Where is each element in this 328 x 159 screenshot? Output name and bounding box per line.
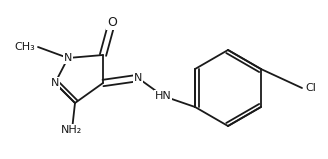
- Text: N: N: [134, 73, 142, 83]
- Text: N: N: [64, 53, 72, 63]
- Text: N: N: [51, 78, 59, 88]
- Text: Cl: Cl: [305, 83, 316, 93]
- Text: NH₂: NH₂: [61, 125, 83, 135]
- Text: O: O: [107, 15, 117, 28]
- Text: HN: HN: [154, 91, 171, 101]
- Text: CH₃: CH₃: [14, 42, 35, 52]
